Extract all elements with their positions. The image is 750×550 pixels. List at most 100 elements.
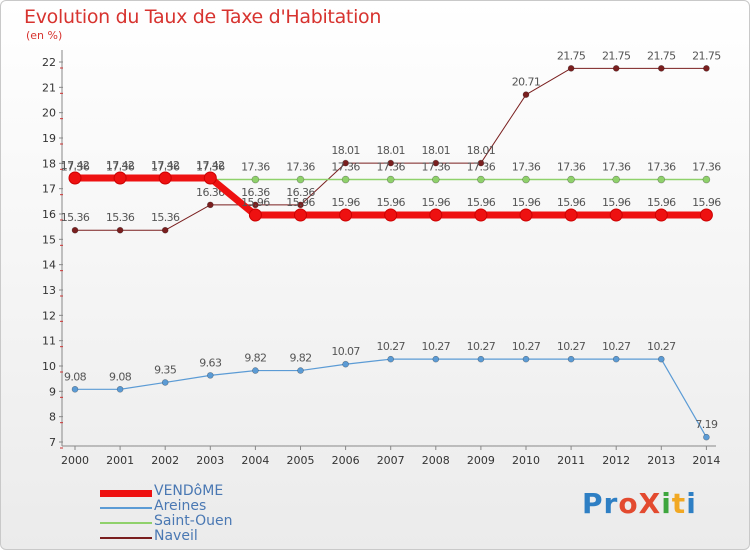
data-label-naveil: 15.36 (61, 211, 90, 224)
data-label-naveil: 21.75 (692, 49, 721, 62)
data-point-naveil (522, 91, 530, 98)
legend-swatch (100, 537, 152, 539)
data-point-vend-me (654, 208, 668, 222)
data-point-areines (207, 372, 214, 379)
data-point-vend-me (294, 208, 307, 222)
data-point-naveil (116, 226, 124, 234)
x-tick-label: 2012 (602, 454, 630, 467)
x-tick-label: 2013 (647, 454, 675, 467)
data-point-naveil (567, 65, 575, 72)
data-point-saint-ouen (431, 175, 440, 184)
data-label-areines: 10.07 (331, 345, 360, 358)
y-tick-label: 13 (42, 284, 56, 297)
data-point-saint-ouen (386, 175, 395, 184)
data-label-naveil: 18.01 (376, 144, 405, 157)
x-tick-label: 2005 (287, 454, 315, 467)
data-point-vend-me (203, 171, 217, 185)
data-label-areines: 10.27 (647, 340, 676, 353)
data-label-vend-me: 15.96 (512, 196, 541, 209)
data-label-saint-ouen: 17.36 (331, 161, 360, 174)
data-point-areines (522, 355, 530, 363)
data-point-naveil (477, 159, 485, 167)
data-label-areines: 10.27 (602, 340, 631, 353)
y-tick-label: 15 (42, 233, 56, 246)
x-tick-label: 2004 (241, 454, 269, 467)
x-tick-label: 2002 (151, 454, 179, 467)
data-point-vend-me (564, 208, 578, 222)
data-label-naveil: 15.36 (106, 211, 135, 224)
y-tick-label: 11 (42, 335, 56, 348)
data-label-areines: 9.08 (109, 370, 132, 383)
data-point-naveil (703, 65, 710, 72)
data-point-areines (703, 433, 710, 441)
data-point-areines (161, 379, 169, 386)
data-label-naveil: 20.71 (512, 76, 541, 89)
data-label-vend-me: 17.42 (151, 159, 180, 172)
data-point-saint-ouen (522, 175, 530, 184)
data-point-naveil (161, 226, 169, 234)
data-point-areines (477, 355, 485, 363)
data-point-areines (612, 355, 620, 363)
data-label-areines: 10.27 (376, 340, 405, 353)
data-label-saint-ouen: 17.36 (61, 161, 90, 174)
data-point-areines (252, 367, 259, 374)
data-label-vend-me: 15.96 (241, 196, 270, 209)
data-label-areines: 9.08 (64, 370, 87, 383)
logo-letter: P (582, 487, 604, 520)
data-point-naveil (612, 65, 620, 72)
data-point-saint-ouen (296, 175, 305, 184)
data-label-vend-me: 17.42 (106, 159, 135, 172)
data-label-vend-me: 15.96 (286, 196, 315, 209)
legend-label: Saint-Ouen (154, 513, 233, 529)
data-label-naveil: 21.75 (602, 49, 631, 62)
data-point-areines (657, 355, 665, 363)
data-point-saint-ouen (657, 175, 666, 184)
data-label-naveil: 16.36 (286, 186, 315, 199)
data-label-saint-ouen: 17.36 (422, 161, 451, 174)
data-point-saint-ouen (251, 175, 260, 184)
y-tick-label: 18 (42, 157, 56, 170)
data-label-areines: 7.19 (695, 418, 718, 431)
data-label-saint-ouen: 17.36 (151, 161, 180, 174)
x-tick-label: 2008 (422, 454, 450, 467)
data-point-saint-ouen (477, 175, 485, 184)
data-label-naveil: 18.01 (467, 144, 496, 157)
logo-letter: r (603, 487, 619, 520)
data-label-areines: 9.35 (154, 363, 177, 376)
data-label-saint-ouen: 17.36 (106, 161, 135, 174)
x-tick-label: 2010 (512, 454, 540, 467)
data-point-vend-me (519, 208, 533, 222)
data-label-vend-me: 15.96 (331, 196, 360, 209)
data-point-vend-me (699, 208, 713, 222)
data-label-areines: 10.27 (467, 340, 496, 353)
data-point-vend-me (609, 208, 623, 222)
y-tick-label: 14 (42, 259, 56, 272)
proxiti-logo: ProXiti (582, 487, 697, 520)
data-label-areines: 9.63 (199, 356, 222, 369)
data-label-naveil: 18.01 (422, 144, 451, 157)
legend-label: Naveil (154, 528, 198, 544)
data-point-vend-me (248, 208, 262, 222)
data-point-naveil (297, 201, 304, 209)
data-point-areines (297, 367, 304, 374)
data-label-vend-me: 15.96 (422, 196, 451, 209)
legend-label: Areines (154, 498, 207, 514)
y-tick-label: 22 (42, 56, 56, 69)
data-point-naveil (432, 159, 440, 167)
data-point-areines (342, 360, 349, 368)
data-label-saint-ouen: 17.36 (557, 161, 586, 174)
y-tick-label: 12 (42, 309, 56, 322)
data-label-areines: 9.82 (289, 352, 311, 365)
data-label-saint-ouen: 17.36 (512, 161, 541, 174)
data-point-saint-ouen (567, 175, 575, 184)
data-label-naveil: 21.75 (557, 49, 586, 62)
data-label-vend-me: 17.42 (196, 159, 225, 172)
data-label-saint-ouen: 17.36 (196, 161, 225, 174)
legend-swatch (100, 522, 152, 524)
x-tick-label: 2009 (467, 454, 495, 467)
y-tick-label: 19 (42, 132, 56, 145)
data-point-saint-ouen (612, 175, 621, 184)
x-tick-label: 2003 (196, 454, 224, 467)
